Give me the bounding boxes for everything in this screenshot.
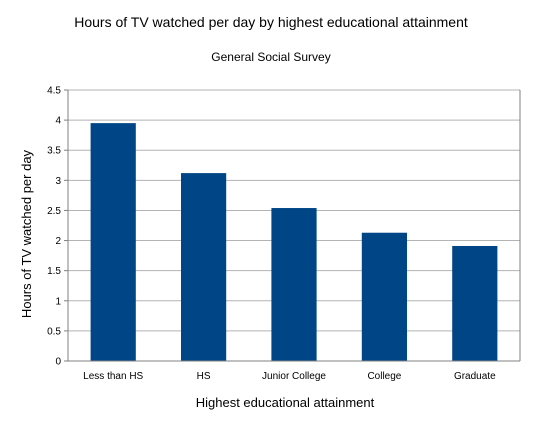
y-tick-label: 1 [55,296,61,307]
y-tick-label: 3.5 [47,146,61,157]
bar [452,245,498,361]
x-axis-label: Highest educational attainment [196,395,375,410]
bar [271,208,317,361]
y-tick-label: 2.5 [47,206,61,217]
x-axis-ticks: Less than HS HS Junior College College Gradu… [83,371,496,382]
bar [181,173,227,361]
y-axis-label: Hours of TV watched per day [19,149,34,318]
x-tick-label: College [367,371,401,382]
y-tick-label: 4.5 [47,86,61,97]
bars [90,123,498,361]
x-tick-label: Junior College [262,371,326,382]
bar [90,123,136,361]
y-tick-label: 3 [55,176,61,187]
chart-title: Hours of TV watched per day by highest e… [74,14,468,30]
y-tick-label: 2 [55,236,61,247]
y-tick-label: 0.5 [47,326,61,337]
x-tick-label: Graduate [454,371,496,382]
x-tick-label: Less than HS [83,371,143,382]
bar [361,232,407,361]
y-tick-label: 0 [55,357,61,368]
chart-subtitle: General Social Survey [211,50,330,64]
y-axis-ticks: 0 0.5 1 1.5 2 2.5 3 3.5 4 4.5 [47,86,68,368]
x-tick-label: HS [197,371,211,382]
y-tick-label: 1.5 [47,266,61,277]
y-tick-label: 4 [55,116,61,127]
axes [67,90,521,362]
